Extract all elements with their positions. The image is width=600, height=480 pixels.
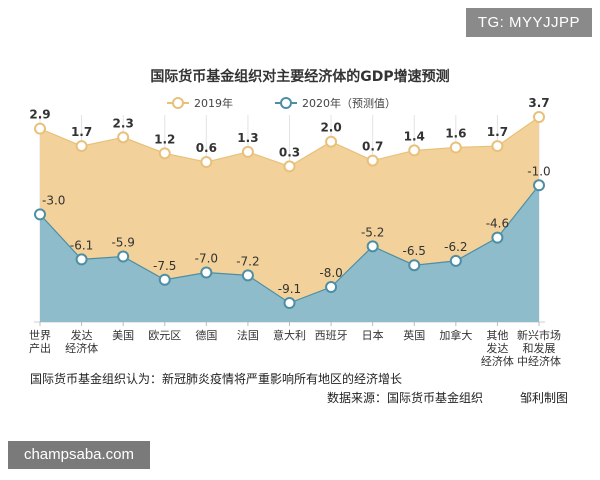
label-2019: 1.3 bbox=[237, 131, 258, 145]
data-points bbox=[34, 111, 545, 309]
label-2019: 1.7 bbox=[487, 125, 508, 139]
point-2019 bbox=[34, 122, 46, 135]
category-label: 欧元区 bbox=[148, 329, 181, 342]
point-2020 bbox=[533, 179, 545, 192]
category-label: 西班牙 bbox=[315, 329, 348, 342]
point-2019 bbox=[158, 147, 171, 160]
point-2019 bbox=[533, 111, 545, 123]
data-labels: 2.9 1.7 2.3 1.2 0.6 1.3 0.3 2.0 0.7 1.4 1.6 1.7 3.7 -… bbox=[29, 96, 550, 296]
category-label: 英国 bbox=[403, 328, 425, 342]
label-2019: 0.3 bbox=[279, 145, 300, 159]
point-2020 bbox=[491, 231, 504, 244]
label-2020: -3.0 bbox=[42, 193, 65, 207]
label-2019: 0.7 bbox=[362, 140, 383, 154]
category-label: 发达经济体 bbox=[65, 328, 98, 355]
category-label: 其他发达经济体 bbox=[481, 329, 514, 368]
author-note: 邹利制图 bbox=[520, 391, 569, 405]
source-note: 数据来源：国际货币基金组织 bbox=[327, 391, 484, 405]
point-2020 bbox=[408, 259, 421, 272]
point-2020 bbox=[449, 254, 462, 267]
note-line: 国际货币基金组织认为：新冠肺炎疫情将严重影响所有地区的经济增长 bbox=[30, 372, 403, 386]
label-2020: -7.5 bbox=[153, 259, 176, 273]
label-2020: -7.0 bbox=[195, 251, 218, 265]
label-2020: -5.9 bbox=[111, 236, 134, 250]
watermark-top: TG: MYYJJPP bbox=[465, 8, 592, 37]
point-2019 bbox=[491, 140, 504, 153]
label-2020: -8.0 bbox=[319, 266, 342, 280]
point-2020 bbox=[325, 281, 338, 294]
legend-label-1: 2020年（预测值） bbox=[302, 96, 396, 110]
point-2019 bbox=[283, 160, 296, 173]
label-2019: 3.7 bbox=[528, 96, 549, 110]
point-2019 bbox=[325, 135, 338, 148]
category-label: 美国 bbox=[112, 329, 134, 342]
label-2020: -5.2 bbox=[361, 225, 384, 239]
point-2019 bbox=[408, 144, 421, 157]
point-2019 bbox=[449, 141, 462, 154]
point-2020 bbox=[158, 273, 171, 286]
category-label: 法国 bbox=[237, 328, 259, 342]
category-label: 意大利 bbox=[273, 328, 306, 342]
label-2019: 2.0 bbox=[320, 121, 341, 135]
chart-title: 国际货币基金组织对主要经济体的GDP增速预测 bbox=[150, 68, 449, 85]
category-label: 新兴市场和发展中经济体 bbox=[517, 328, 561, 368]
category-label: 加拿大 bbox=[439, 328, 472, 342]
point-2019 bbox=[366, 154, 379, 167]
point-2019 bbox=[117, 131, 130, 144]
legend-marker-1 bbox=[280, 97, 292, 109]
watermark-bottom: champsaba.com bbox=[8, 441, 150, 469]
label-2019: 2.9 bbox=[29, 108, 50, 122]
point-2019 bbox=[200, 156, 213, 169]
point-2020 bbox=[241, 269, 254, 282]
label-2020: -6.5 bbox=[403, 244, 426, 258]
legend-marker-0 bbox=[172, 97, 184, 109]
point-2020 bbox=[117, 250, 130, 263]
legend-label-0: 2019年 bbox=[194, 96, 233, 110]
label-2019: 1.2 bbox=[154, 132, 175, 146]
label-2020: -6.1 bbox=[70, 238, 93, 252]
point-2019 bbox=[75, 140, 88, 153]
category-label: 德国 bbox=[195, 328, 217, 342]
label-2019: 2.3 bbox=[113, 116, 134, 130]
point-2020 bbox=[366, 240, 379, 253]
area-2020 bbox=[40, 185, 539, 322]
label-2020: -1.0 bbox=[527, 164, 550, 178]
point-2020 bbox=[34, 208, 46, 221]
point-2020 bbox=[200, 266, 213, 279]
category-label: 日本 bbox=[362, 328, 384, 342]
label-2019: 1.6 bbox=[445, 127, 466, 141]
label-2019: 0.6 bbox=[196, 141, 217, 155]
category-label: 世界产出 bbox=[29, 329, 51, 355]
label-2019: 1.7 bbox=[71, 125, 92, 139]
legend: 2019年 2020年（预测值） bbox=[167, 96, 396, 110]
point-2020 bbox=[283, 297, 296, 309]
label-2019: 1.4 bbox=[404, 129, 425, 143]
label-2020: -4.6 bbox=[486, 217, 509, 231]
label-2020: -9.1 bbox=[278, 282, 301, 296]
point-2020 bbox=[75, 253, 88, 266]
point-2019 bbox=[241, 145, 254, 158]
label-2020: -6.2 bbox=[444, 240, 467, 254]
label-2020: -7.2 bbox=[236, 254, 259, 268]
